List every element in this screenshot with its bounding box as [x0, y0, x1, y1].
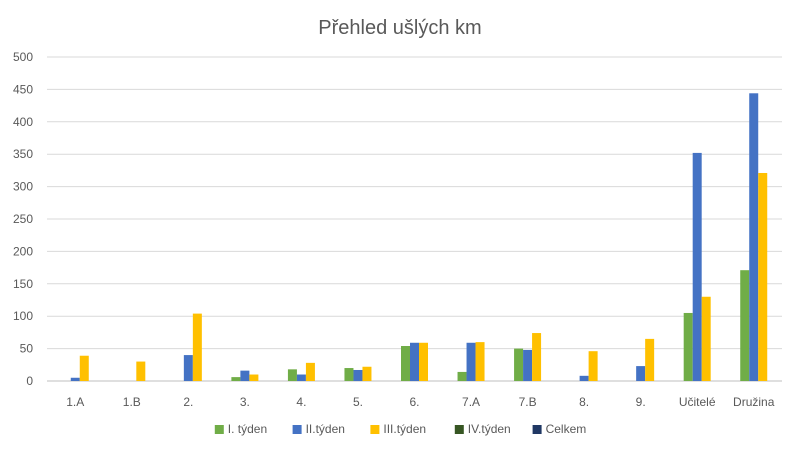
bar-ii-t-den-8	[466, 342, 476, 381]
y-tick-label: 100	[13, 309, 33, 323]
bar-i-t-den-4	[231, 377, 241, 381]
gridlines	[47, 56, 782, 382]
bar-ii-t-den-9	[523, 349, 533, 381]
bar-ii-t-den-7	[410, 342, 419, 381]
y-tick-label: 150	[13, 277, 33, 291]
x-tick-label: 7.B	[519, 395, 537, 409]
y-tick-label: 250	[13, 212, 33, 226]
x-tick-label: 2.	[183, 395, 193, 409]
legend-swatch	[292, 425, 302, 434]
legend-label: III.týden	[383, 422, 426, 436]
legend-swatch	[370, 425, 380, 434]
bar-iii-t-den-1	[79, 355, 89, 381]
bar-iii-t-den-9	[532, 333, 542, 381]
bar-ii-t-den-1	[70, 377, 80, 381]
bar-iii-t-den-6	[362, 366, 372, 381]
bar-iii-t-den-4	[249, 374, 259, 381]
bars	[70, 93, 768, 382]
bar-ii-t-den-12	[692, 152, 702, 381]
bar-iii-t-den-8	[475, 342, 485, 381]
x-tick-label: 6.	[409, 395, 419, 409]
bar-iii-t-den-10	[588, 351, 598, 381]
legend-label: Celkem	[546, 422, 587, 436]
bar-i-t-den-8	[457, 371, 467, 381]
x-tick-label: 8.	[579, 395, 589, 409]
bar-iii-t-den-3	[192, 313, 202, 381]
x-tick-label: Učitelé	[679, 395, 716, 409]
chart-title: Přehled ušlých km	[318, 17, 481, 39]
y-tick-label: 400	[13, 115, 33, 129]
y-tick-label: 0	[26, 374, 33, 388]
legend-swatch	[454, 425, 464, 434]
x-tick-label: 4.	[296, 395, 306, 409]
x-tick-label: 1.A	[66, 395, 84, 409]
bar-iii-t-den-13	[758, 172, 768, 381]
bar-i-t-den-5	[287, 369, 297, 381]
bar-i-t-den-12	[683, 312, 693, 381]
bar-i-t-den-6	[344, 368, 354, 381]
legend-label: IV.týden	[468, 422, 511, 436]
y-tick-label: 450	[13, 82, 33, 96]
bar-iii-t-den-7	[419, 342, 428, 381]
bar-iii-t-den-5	[305, 362, 315, 381]
x-tick-label: 1.B	[123, 395, 141, 409]
x-tick-label: 5.	[353, 395, 363, 409]
x-tick-label: 9.	[636, 395, 646, 409]
bar-iii-t-den-11	[645, 338, 655, 381]
x-tick-label: 3.	[240, 395, 250, 409]
y-tick-label: 300	[13, 180, 33, 194]
legend-label: I. týden	[228, 422, 267, 436]
legend-swatch	[532, 425, 542, 434]
legend-label: II.týden	[306, 422, 345, 436]
y-tick-label: 50	[20, 342, 34, 356]
x-axis-ticks: 1.A 1.B 2. 3. 4. 5. 6. 7.A 7.B 8. 9. Učitelé Družina	[66, 395, 774, 409]
y-tick-label: 500	[13, 50, 33, 64]
bar-ii-t-den-11	[636, 366, 646, 381]
bar-ii-t-den-5	[296, 374, 306, 381]
bar-iii-t-den-12	[701, 296, 711, 381]
bar-ii-t-den-10	[579, 375, 589, 381]
bar-i-t-den-13	[740, 270, 750, 381]
legend-swatch	[214, 425, 224, 434]
x-tick-label: Družina	[733, 395, 775, 409]
bar-ii-t-den-6	[353, 369, 363, 381]
bar-i-t-den-7	[401, 346, 410, 381]
y-tick-label: 350	[13, 147, 33, 161]
bar-i-t-den-9	[514, 348, 524, 381]
y-tick-label: 200	[13, 244, 33, 258]
bar-iii-t-den-2	[136, 361, 146, 381]
bar-ii-t-den-13	[749, 93, 759, 382]
y-axis-ticks: 0 50 100 150 200 250 300 350 400 450 500	[13, 50, 33, 388]
legend: I. týden II.týden III.týden IV.týden Celkem	[214, 422, 587, 436]
x-tick-label: 7.A	[462, 395, 480, 409]
bar-ii-t-den-3	[183, 355, 193, 381]
bar-ii-t-den-4	[240, 370, 250, 381]
